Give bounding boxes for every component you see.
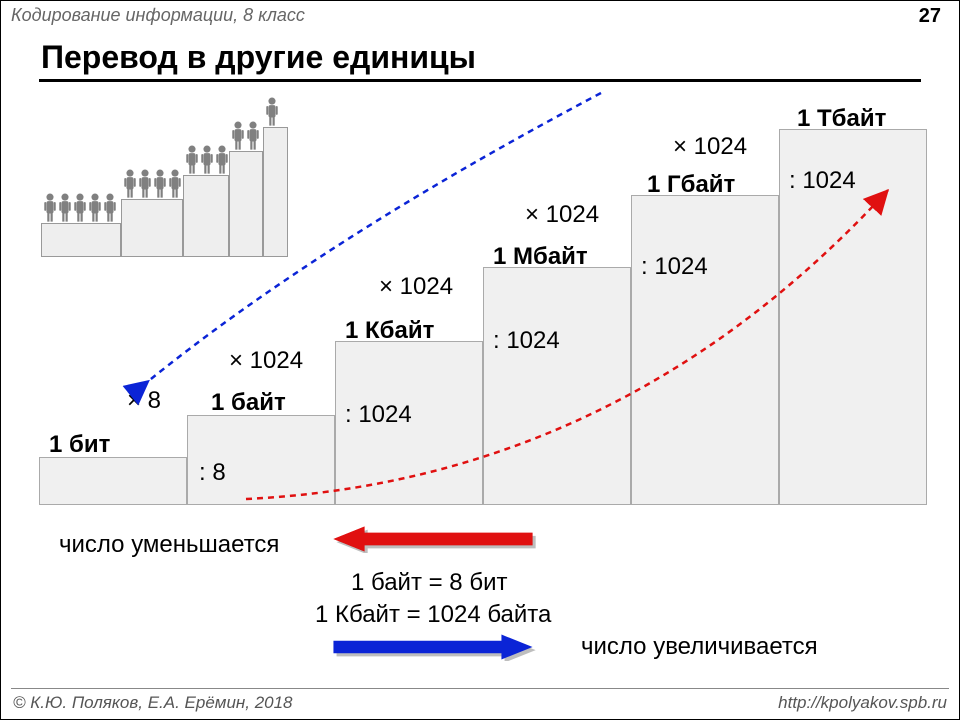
red-arrow-left [299, 525, 567, 553]
div-label: : 1024 [345, 401, 412, 429]
unit-label: 1 бит [49, 431, 110, 459]
mult-label: × 8 [127, 387, 161, 415]
page-number: 27 [919, 5, 941, 28]
unit-label: 1 Тбайт [797, 105, 886, 133]
footer-line [11, 688, 949, 689]
caption-decrease: число уменьшается [59, 531, 279, 559]
div-label: : 1024 [789, 167, 856, 195]
mult-label: × 1024 [673, 133, 747, 161]
blue-arrow-right [299, 633, 567, 661]
unit-label: 1 байт [211, 389, 286, 417]
main-step [631, 195, 779, 505]
eq-kb-byte: 1 Кбайт = 1024 байта [315, 601, 551, 629]
div-label: : 8 [199, 459, 226, 487]
footer-url: http://kpolyakov.spb.ru [778, 693, 947, 713]
eq-byte-bit: 1 байт = 8 бит [351, 569, 507, 597]
div-label: : 1024 [493, 327, 560, 355]
slide-title: Перевод в другие единицы [41, 39, 476, 76]
unit-label: 1 Гбайт [647, 171, 735, 199]
main-step [483, 267, 631, 505]
main-step [39, 457, 187, 505]
unit-label: 1 Кбайт [345, 317, 434, 345]
unit-label: 1 Мбайт [493, 243, 588, 271]
footer-authors: © К.Ю. Поляков, Е.А. Ерёмин, 2018 [13, 693, 293, 713]
caption-increase: число увеличивается [581, 633, 818, 661]
div-label: : 1024 [641, 253, 708, 281]
mult-label: × 1024 [525, 201, 599, 229]
main-staircase: 1 бит 1 байт 1 Кбайт 1 Мбайт 1 Гбайт 1 Тбайт ×… [39, 89, 923, 505]
mult-label: × 1024 [229, 347, 303, 375]
mult-label: × 1024 [379, 273, 453, 301]
title-underline [39, 79, 921, 82]
footer: © К.Ю. Поляков, Е.А. Ерёмин, 2018 http:/… [1, 693, 959, 713]
header-topic: Кодирование информации, 8 класс [11, 5, 305, 26]
